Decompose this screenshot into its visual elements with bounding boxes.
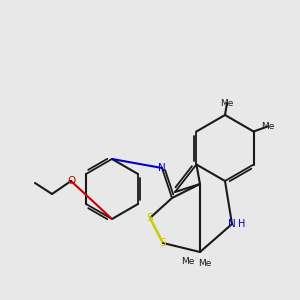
Text: Me: Me — [181, 257, 195, 266]
Text: H: H — [238, 219, 246, 229]
Text: Me: Me — [220, 98, 234, 107]
Text: Me: Me — [261, 122, 274, 131]
Text: S: S — [160, 238, 166, 248]
Text: Me: Me — [198, 260, 212, 268]
Text: N: N — [228, 219, 236, 229]
Text: N: N — [158, 163, 166, 173]
Text: O: O — [67, 176, 75, 186]
Text: S: S — [147, 213, 153, 223]
